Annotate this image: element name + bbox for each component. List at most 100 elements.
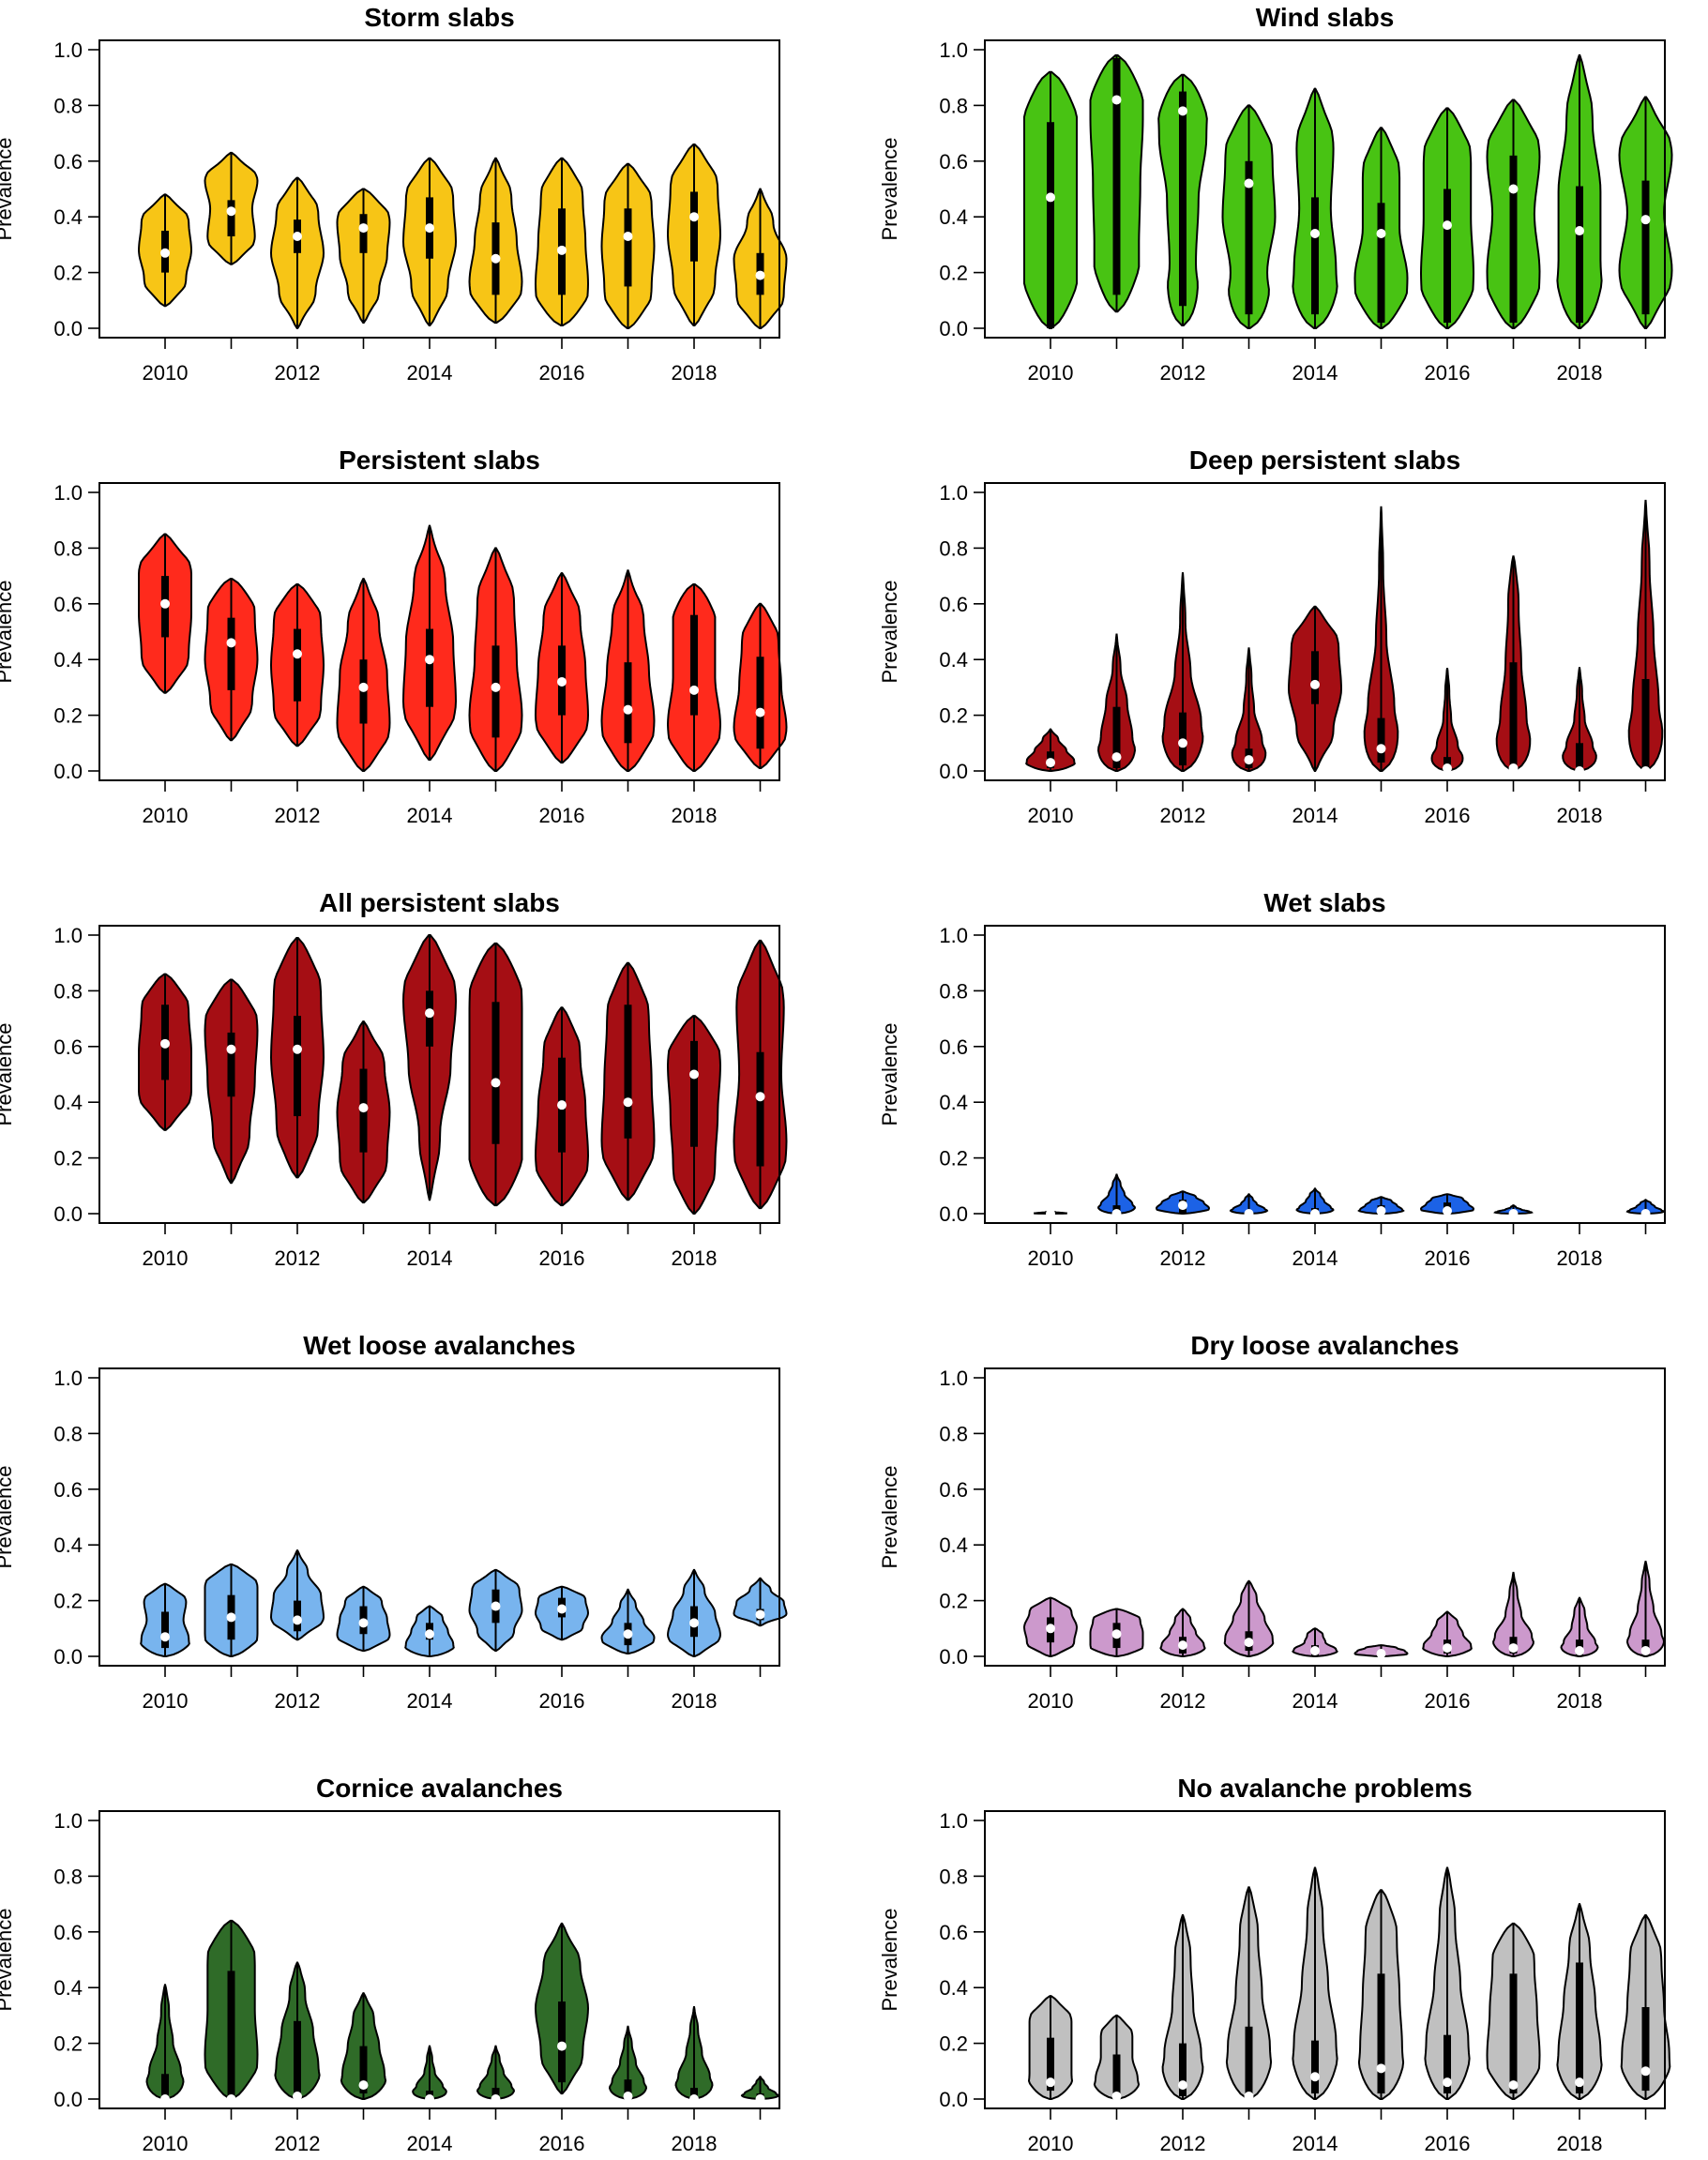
- y-tick-label: 0.8: [53, 94, 83, 117]
- median-point-2017: [1508, 1209, 1519, 1218]
- iqr-box-2018: [690, 191, 698, 262]
- y-tick-label: 1.0: [53, 1809, 83, 1833]
- iqr-box-2018: [1576, 186, 1583, 324]
- y-tick-label: 0.4: [53, 1091, 83, 1114]
- y-tick-label: 0.2: [53, 2032, 83, 2056]
- iqr-box-2012: [294, 2020, 301, 2099]
- iqr-box-2014: [1311, 651, 1319, 704]
- panel-title: Cornice avalanches: [316, 1774, 563, 1803]
- y-tick-label: 0.8: [939, 979, 968, 1003]
- x-tick-label: 2016: [539, 2132, 585, 2155]
- iqr-box-2013: [1245, 160, 1253, 315]
- iqr-box-2015: [1377, 717, 1385, 763]
- chart-panel-2: Wind slabs Prevalence 0.0 0.2 0.4 0.6 0.8 1.0 20…: [878, 3, 1673, 385]
- iqr-box-2013: [1245, 2026, 1253, 2099]
- iqr-box-2011: [1112, 57, 1121, 295]
- iqr-box-2014: [1311, 197, 1319, 315]
- panel-title: Wet slabs: [1263, 888, 1385, 917]
- panel-title: Deep persistent slabs: [1189, 446, 1460, 475]
- median-point-2018: [1575, 2077, 1584, 2088]
- y-tick-label: 0.4: [53, 1533, 83, 1557]
- y-tick-label: 0.6: [939, 1478, 968, 1502]
- iqr-box-2012: [294, 628, 301, 702]
- median-point-2015: [1376, 744, 1386, 754]
- iqr-box-2017: [624, 2079, 632, 2099]
- iqr-box-2010: [161, 2074, 169, 2099]
- iqr-box-2019: [1641, 180, 1650, 315]
- plot-frame: [98, 1810, 780, 2109]
- iqr-box-2016: [1443, 189, 1451, 324]
- median-point-2010: [1046, 192, 1055, 203]
- median-point-2018: [1575, 766, 1584, 776]
- median-point-2014: [1310, 229, 1320, 239]
- y-axis-label: Prevalence: [0, 1908, 16, 2011]
- median-point-2010: [1046, 2077, 1055, 2088]
- plot-frame: [984, 925, 1666, 1224]
- iqr-box-2019: [1641, 678, 1650, 771]
- panel-title: Wind slabs: [1256, 3, 1395, 32]
- median-point-2017: [623, 2092, 633, 2102]
- y-tick-label: 0.0: [53, 1202, 83, 1226]
- x-tick-label: 2012: [1160, 361, 1206, 385]
- iqr-box-2013: [359, 2046, 368, 2094]
- y-tick-label: 0.2: [939, 2032, 968, 2056]
- median-point-2012: [1178, 2080, 1187, 2091]
- x-tick-label: 2014: [407, 1689, 453, 1713]
- median-point-2013: [1244, 2092, 1254, 2102]
- median-point-2013: [358, 682, 369, 692]
- chart-panel-9: Cornice avalanches Prevalence 0.0 0.2 0.4 0.6…: [0, 1774, 780, 2155]
- iqr-box-2014: [426, 990, 433, 1047]
- x-tick-label: 2016: [539, 361, 585, 385]
- iqr-box-2017: [1509, 155, 1518, 324]
- median-point-2019: [1640, 766, 1651, 776]
- median-point-2016: [557, 1100, 567, 1110]
- median-point-2019: [1640, 2066, 1651, 2077]
- y-tick-label: 0.6: [53, 150, 83, 174]
- y-tick-label: 0.2: [939, 1147, 968, 1171]
- y-axis-label: Prevalence: [878, 1465, 901, 1568]
- chart-panel-1: Storm slabs Prevalence 0.0 0.2 0.4 0.6 0.8 1.0 2…: [0, 3, 788, 385]
- y-axis-label: Prevalence: [0, 580, 16, 683]
- y-axis-label: Prevalence: [878, 580, 901, 683]
- y-tick-label: 0.0: [939, 1645, 968, 1669]
- panel-title: All persistent slabs: [319, 888, 560, 917]
- median-point-2011: [1111, 1629, 1122, 1639]
- y-axis-label: Prevalence: [878, 1908, 901, 2011]
- iqr-box-2018: [690, 1040, 698, 1147]
- y-tick-label: 0.8: [939, 1865, 968, 1888]
- median-point-2016: [1443, 220, 1452, 231]
- median-point-2012: [1178, 738, 1187, 748]
- iqr-box-2017: [624, 1004, 632, 1139]
- x-tick-label: 2016: [539, 1689, 585, 1713]
- median-point-2011: [226, 206, 236, 217]
- y-tick-label: 0.4: [53, 205, 83, 229]
- x-tick-label: 2012: [275, 804, 321, 827]
- median-point-2015: [1376, 229, 1386, 239]
- y-tick-label: 0.2: [939, 262, 968, 285]
- median-point-2018: [689, 1069, 699, 1080]
- median-point-2018: [689, 685, 699, 695]
- y-tick-label: 0.4: [53, 1976, 83, 2000]
- median-point-2014: [425, 1008, 434, 1019]
- median-point-2017: [1508, 763, 1519, 774]
- y-tick-label: 0.8: [53, 1865, 83, 1888]
- iqr-box-2017: [624, 208, 632, 287]
- y-tick-label: 0.6: [939, 150, 968, 174]
- iqr-box-2014: [426, 628, 433, 707]
- median-point-2018: [689, 2094, 699, 2104]
- iqr-box-2017: [624, 662, 632, 744]
- y-axis-label: Prevalence: [0, 1465, 16, 1568]
- median-point-2013: [1244, 755, 1254, 765]
- iqr-box-2015: [1377, 203, 1385, 324]
- iqr-box-2018: [1576, 1962, 1583, 2094]
- median-point-2010: [160, 2094, 170, 2104]
- median-point-2010: [160, 248, 170, 258]
- x-tick-label: 2018: [672, 1246, 718, 1270]
- y-tick-label: 0.8: [53, 1422, 83, 1445]
- x-tick-label: 2014: [1292, 804, 1338, 827]
- x-tick-label: 2018: [1557, 1689, 1603, 1713]
- y-tick-label: 0.4: [53, 648, 83, 672]
- x-tick-label: 2010: [143, 1246, 189, 1270]
- x-tick-label: 2012: [1160, 1246, 1206, 1270]
